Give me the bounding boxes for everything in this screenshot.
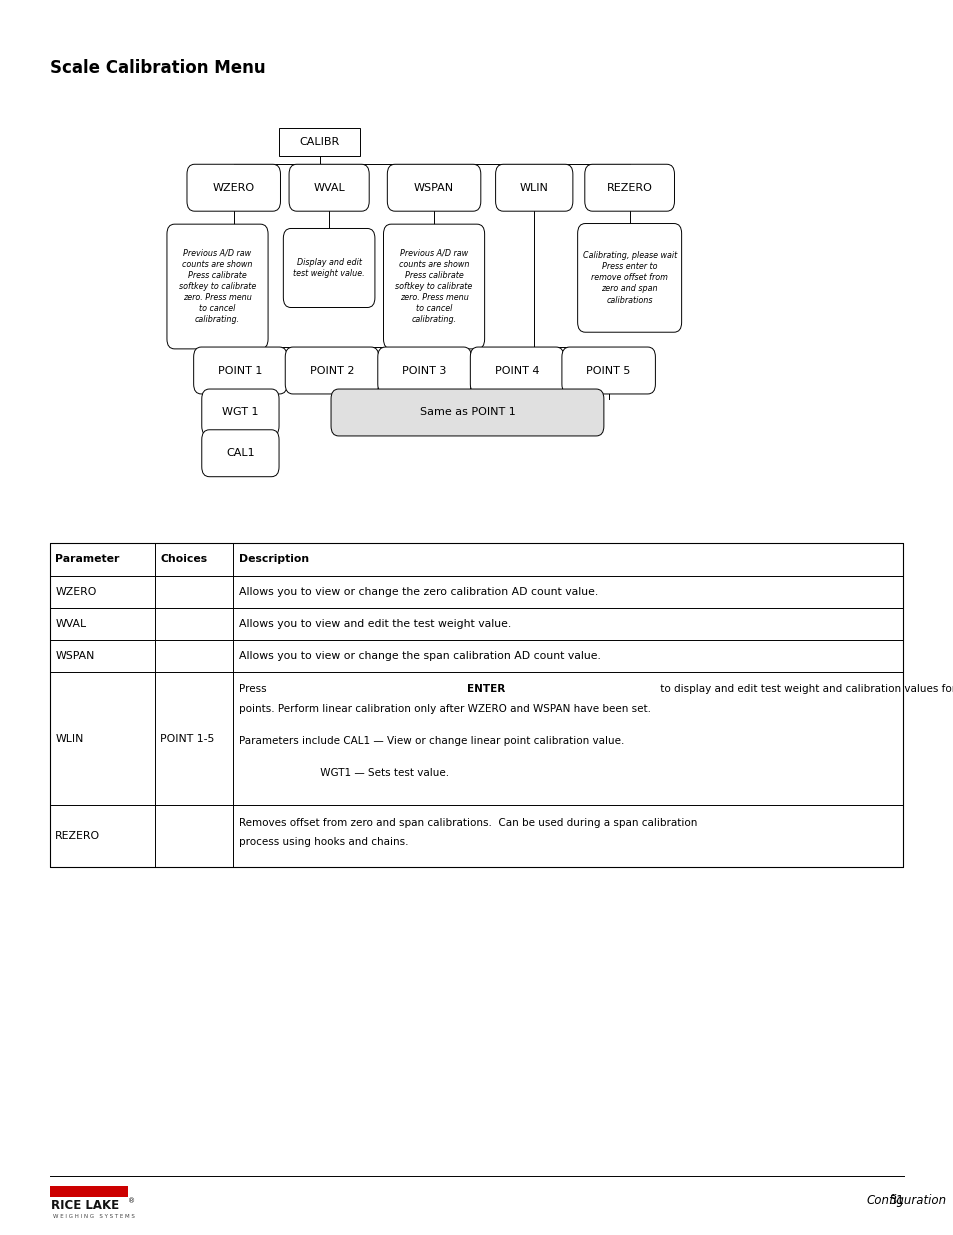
FancyBboxPatch shape [331, 389, 603, 436]
FancyBboxPatch shape [577, 224, 680, 332]
Text: W E I G H I N G   S Y S T E M S: W E I G H I N G S Y S T E M S [53, 1214, 135, 1219]
Text: Calibrating, please wait
Press enter to
remove offset from
zero and span
calibra: Calibrating, please wait Press enter to … [582, 251, 676, 305]
Text: Same as POINT 1: Same as POINT 1 [419, 408, 515, 417]
Text: POINT 4: POINT 4 [495, 366, 538, 375]
FancyBboxPatch shape [470, 347, 563, 394]
Text: POINT 1-5: POINT 1-5 [160, 734, 214, 743]
Text: Parameters include CAL1 — View or change linear point calibration value.: Parameters include CAL1 — View or change… [239, 736, 624, 746]
FancyBboxPatch shape [387, 164, 480, 211]
Text: ®: ® [128, 1198, 134, 1204]
Bar [50, 1186, 128, 1197]
Text: WVAL: WVAL [55, 619, 87, 629]
Text: points. Perform linear calibration only after WZERO and WSPAN have been set.: points. Perform linear calibration only … [239, 704, 651, 714]
FancyBboxPatch shape [285, 347, 378, 394]
Text: Allows you to view or change the zero calibration AD count value.: Allows you to view or change the zero ca… [239, 587, 598, 597]
Text: process using hooks and chains.: process using hooks and chains. [239, 837, 409, 847]
Text: Scale Calibration Menu: Scale Calibration Menu [50, 59, 265, 78]
Text: Choices: Choices [160, 555, 207, 564]
FancyBboxPatch shape [584, 164, 674, 211]
FancyBboxPatch shape [496, 164, 572, 211]
Text: Removes offset from zero and span calibrations.  Can be used during a span calib: Removes offset from zero and span calibr… [239, 818, 697, 827]
Text: REZERO: REZERO [55, 831, 100, 841]
Text: Allows you to view and edit the test weight value.: Allows you to view and edit the test wei… [239, 619, 511, 629]
FancyBboxPatch shape [167, 225, 268, 348]
Text: WLIN: WLIN [55, 734, 84, 743]
FancyBboxPatch shape [383, 225, 484, 348]
Text: ENTER: ENTER [467, 684, 505, 694]
Text: WZERO: WZERO [55, 587, 96, 597]
Text: WSPAN: WSPAN [414, 183, 454, 193]
Text: WZERO: WZERO [213, 183, 254, 193]
Text: WVAL: WVAL [313, 183, 345, 193]
Text: WSPAN: WSPAN [55, 651, 94, 661]
Text: RICE LAKE: RICE LAKE [51, 1199, 118, 1213]
Text: POINT 2: POINT 2 [310, 366, 354, 375]
Text: WGT 1: WGT 1 [222, 408, 258, 417]
Text: Parameter: Parameter [55, 555, 119, 564]
Text: Display and edit
test weight value.: Display and edit test weight value. [293, 258, 365, 278]
Text: Previous A/D raw
counts are shown
Press calibrate
softkey to calibrate
zero. Pre: Previous A/D raw counts are shown Press … [179, 248, 255, 325]
FancyBboxPatch shape [289, 164, 369, 211]
Text: WGT1 — Sets test value.: WGT1 — Sets test value. [239, 768, 449, 778]
Text: POINT 3: POINT 3 [402, 366, 446, 375]
Text: Press: Press [239, 684, 270, 694]
Text: WLIN: WLIN [519, 183, 548, 193]
Text: Description: Description [239, 555, 310, 564]
FancyBboxPatch shape [193, 347, 287, 394]
Text: POINT 1: POINT 1 [218, 366, 262, 375]
FancyBboxPatch shape [187, 164, 280, 211]
Text: CALIBR: CALIBR [299, 137, 339, 147]
Text: to display and edit test weight and calibration values for up to five linearizat: to display and edit test weight and cali… [656, 684, 953, 694]
FancyBboxPatch shape [201, 389, 278, 436]
Text: Configuration: Configuration [865, 1194, 945, 1207]
Bar [50, 543, 902, 867]
Text: REZERO: REZERO [606, 183, 652, 193]
FancyBboxPatch shape [201, 430, 278, 477]
Text: POINT 5: POINT 5 [586, 366, 630, 375]
Text: Previous A/D raw
counts are shown
Press calibrate
softkey to calibrate
zero. Pre: Previous A/D raw counts are shown Press … [395, 248, 472, 325]
FancyBboxPatch shape [561, 347, 655, 394]
FancyBboxPatch shape [279, 128, 360, 156]
FancyBboxPatch shape [283, 228, 375, 308]
Text: Allows you to view or change the span calibration AD count value.: Allows you to view or change the span ca… [239, 651, 600, 661]
FancyBboxPatch shape [377, 347, 471, 394]
Text: CAL1: CAL1 [226, 448, 254, 458]
Text: 31: 31 [888, 1194, 903, 1207]
